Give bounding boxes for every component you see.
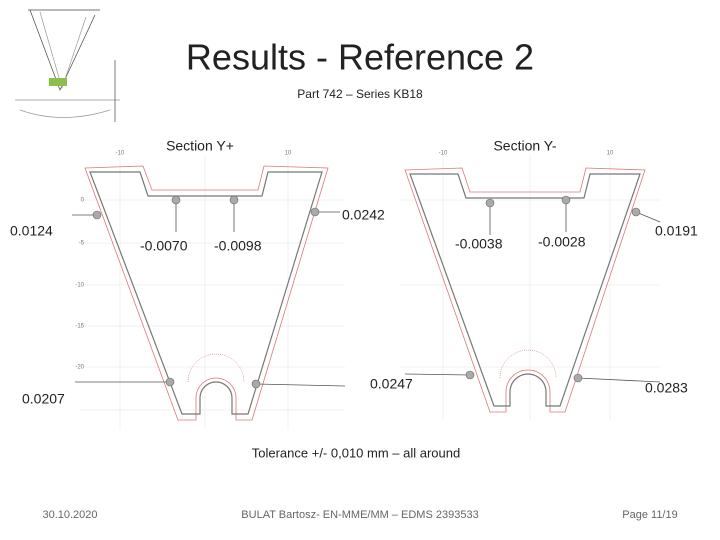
measurement: 0.0207 [22, 391, 65, 407]
section-label: Section Y+ [166, 138, 234, 154]
measurement: 0.0191 [655, 223, 698, 239]
measurement: -0.0038 [455, 236, 503, 252]
section-image: -10 10 [398, 150, 666, 422]
axis-label: 10 [285, 151, 292, 157]
footer-date: 30.10.2020 [42, 509, 97, 521]
section-image: -10 10 0 -5 -10 -15 -20 [72, 150, 347, 432]
axis-label: -5 [79, 241, 85, 247]
measurement: 0.0283 [645, 380, 688, 396]
axis-label: -15 [75, 324, 84, 330]
axis-label: -20 [75, 365, 84, 371]
axis-label: -10 [75, 283, 84, 289]
thumbnail-diagram [10, 5, 125, 125]
measurement: -0.0070 [140, 238, 188, 254]
measurement: 0.0124 [10, 223, 53, 239]
measurement: -0.0028 [538, 234, 586, 250]
footer-author: BULAT Bartosz- EN-MME/MM – EDMS 2393533 [241, 509, 478, 521]
axis-label: -10 [439, 151, 448, 157]
measurement: 0.0247 [370, 376, 413, 392]
axis-label: 10 [607, 151, 614, 157]
axis-label: 0 [81, 198, 85, 204]
section-label: Section Y- [493, 138, 556, 154]
measurement: -0.0098 [214, 238, 262, 254]
tolerance-note: Tolerance +/- 0,010 mm – all around [252, 445, 460, 460]
axis-label: -10 [116, 151, 125, 157]
footer-page: Page 11/19 [622, 509, 677, 521]
subtitle: Part 742 – Series KB18 [297, 87, 423, 101]
measurement: 0.0242 [342, 207, 385, 223]
slide-title: Results - Reference 2 [186, 37, 534, 78]
